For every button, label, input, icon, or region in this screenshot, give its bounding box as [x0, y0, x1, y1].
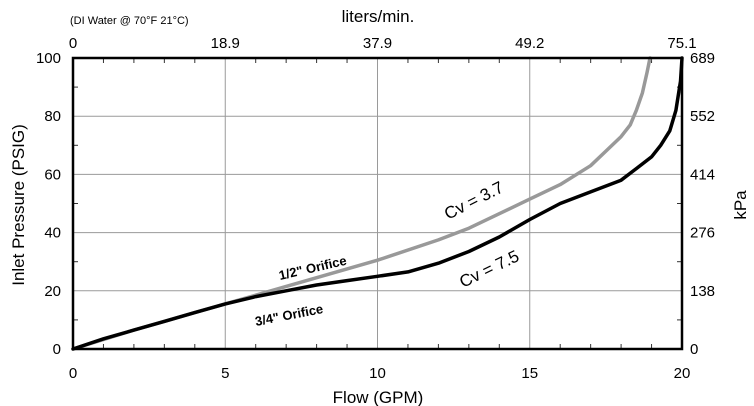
series-line-three-quarter-inch-orifice [71, 56, 684, 351]
x2-tick-label: 0 [69, 35, 77, 52]
series-lines [71, 56, 684, 351]
x2-tick-label: 37.9 [363, 35, 392, 52]
top-axis-title: liters/min. [342, 7, 415, 26]
x-tick-label: 10 [369, 365, 386, 382]
plot-frame [71, 56, 684, 351]
x-tick-label: 0 [69, 365, 77, 382]
x-axis-title: Flow (GPM) [333, 388, 424, 406]
y2-tick-label: 0 [690, 341, 698, 358]
y2-tick-label: 138 [690, 283, 715, 300]
x2-tick-label: 49.2 [515, 35, 544, 52]
x2-tick-label: 75.1 [667, 35, 696, 52]
grid [73, 58, 682, 349]
y-tick-label: 20 [44, 283, 61, 300]
y2-tick-label: 276 [690, 225, 715, 242]
y-tick-label: 80 [44, 108, 61, 125]
x-tick-label: 15 [521, 365, 538, 382]
y2-tick-label: 689 [690, 50, 715, 67]
x-tick-label: 20 [674, 365, 691, 382]
y-tick-label: 60 [44, 166, 61, 183]
x2-tick-label: 18.9 [211, 35, 240, 52]
y-axis-title: Inlet Pressure (PSIG) [9, 124, 28, 286]
ticks: 0 5 10 15 20 0 20 40 60 80 100 0 18.9 37.9 49.2 75.1 0 13… [36, 35, 715, 382]
y2-tick-label: 414 [690, 166, 715, 183]
y-tick-label: 40 [44, 225, 61, 242]
y-tick-label: 100 [36, 50, 61, 67]
y2-tick-label: 552 [690, 108, 715, 125]
y-tick-label: 0 [53, 341, 61, 358]
x-tick-label: 5 [221, 365, 229, 382]
series-label-three-quarter-inch: 3/4" Orifice [254, 301, 325, 329]
right-axis-title: kPa [731, 190, 750, 220]
condition-note: (DI Water @ 70°F 21°C) [70, 15, 189, 27]
